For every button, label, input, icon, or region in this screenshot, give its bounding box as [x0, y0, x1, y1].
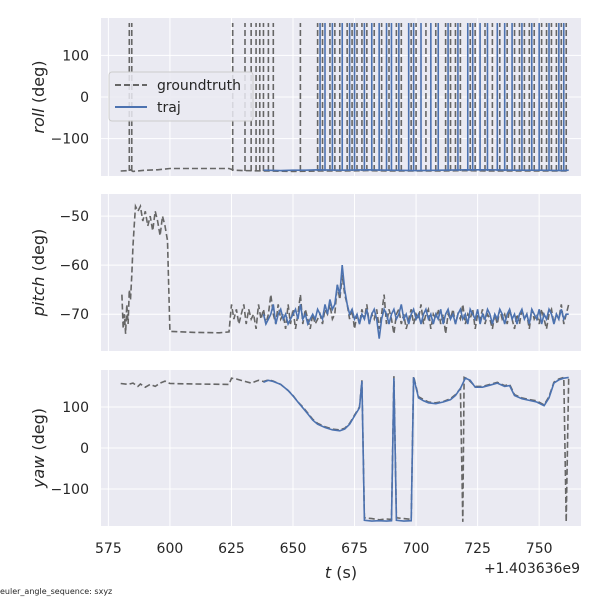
x-tick-label: 700: [403, 541, 430, 557]
x-tick-label: 650: [280, 541, 307, 557]
traj-line: [263, 168, 569, 172]
x-tick-label: 750: [526, 541, 553, 557]
roll-axis-label: roll (deg): [29, 61, 48, 134]
yaw-y-tick-label: 0: [80, 441, 89, 457]
legend: groundtruth traj: [108, 71, 254, 122]
roll-y-tick-label: −100: [51, 132, 89, 148]
pitch-series: [121, 203, 570, 339]
euler-sequence-footnote: euler_angle_sequence: sxyz: [0, 587, 113, 596]
x-tick-label: 575: [95, 541, 122, 557]
x-tick-label: 725: [464, 541, 491, 557]
yaw-axis-label: yaw (deg): [29, 408, 48, 489]
yaw-y-tick-label: −100: [51, 482, 89, 498]
x-tick-label: 625: [218, 541, 245, 557]
pitch-y-tick-label: −50: [59, 209, 89, 225]
traj-line: [262, 265, 569, 339]
legend-traj-label: traj: [157, 100, 181, 116]
yaw-y-tick-label: 100: [62, 400, 89, 416]
subplot-pitch: −70 −60 −50 pitch (deg): [29, 194, 581, 351]
traj-line: [263, 376, 569, 522]
pitch-axis-label: pitch (deg): [29, 229, 48, 318]
roll-y-tick-label: 0: [80, 90, 89, 106]
legend-groundtruth-label: groundtruth: [157, 78, 241, 94]
subplot-yaw: −100 0 100 575 600 625 650 675 700 725 750 yaw (deg…: [29, 370, 581, 557]
yaw-series: [120, 376, 570, 522]
roll-series: [120, 22, 569, 173]
groundtruth-line: [120, 167, 569, 173]
pitch-y-tick-label: −70: [59, 307, 89, 323]
roll-y-tick-label: 100: [62, 48, 89, 64]
subplot-panels: −100 0 100 roll (deg) −70 −60 −50 pitch (deg) −1…: [29, 18, 581, 557]
x-tick-label: 600: [157, 541, 184, 557]
x-axis-label: t (s): [325, 563, 357, 582]
x-tick-label: 675: [341, 541, 368, 557]
pitch-y-tick-label: −60: [59, 258, 89, 274]
x-axis-offset: +1.403636e9: [484, 561, 580, 577]
